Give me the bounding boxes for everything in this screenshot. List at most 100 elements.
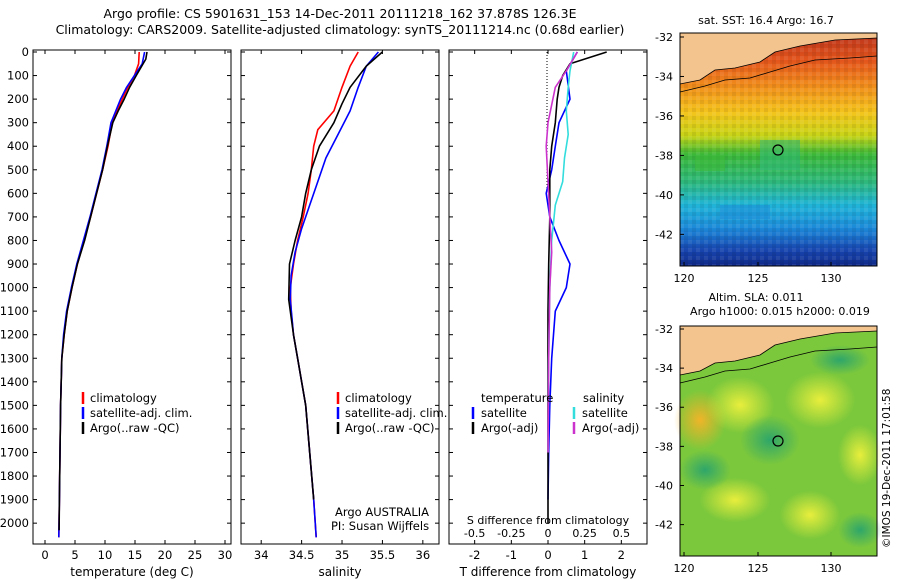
map-lat-label: -40 bbox=[655, 479, 673, 492]
x-tick-label: -1 bbox=[506, 548, 517, 562]
s-diff-tick-label: -0.5 bbox=[464, 527, 485, 540]
map-lon-label: 130 bbox=[821, 562, 842, 575]
depth-contour bbox=[679, 55, 878, 93]
map-lat-label: -34 bbox=[655, 362, 673, 375]
map-lon-label: 120 bbox=[674, 562, 695, 575]
depth-tick-label: 1900 bbox=[0, 493, 29, 507]
sla-anomaly bbox=[810, 345, 870, 375]
sst-map-axes: -32 -34 -36 -38 -40 -42 120 125 130 bbox=[655, 31, 841, 285]
sla-map-axes: -32 -34 -36 -38 -40 -42 120 125 130 bbox=[655, 323, 841, 575]
temperature-axis-label: temperature (deg C) bbox=[70, 565, 193, 579]
x-tick-label: 30 bbox=[218, 548, 233, 562]
argo-location-marker bbox=[772, 435, 784, 447]
coastline bbox=[679, 37, 878, 85]
s-diff-tick-label: 0 bbox=[545, 527, 552, 540]
depth-tick-label: 200 bbox=[7, 92, 29, 106]
depth-tick-label: 1100 bbox=[0, 304, 29, 318]
temperature-ticks: 0 5 10 15 20 25 30 bbox=[41, 50, 232, 562]
depth-tick-label: 1800 bbox=[0, 469, 29, 483]
depth-tick-label: 0 bbox=[22, 45, 29, 59]
x-tick-label: 20 bbox=[158, 548, 173, 562]
sst-patch bbox=[720, 205, 770, 219]
argo-line bbox=[58, 51, 148, 531]
figure-title: Argo profile: CS 5901631_153 14-Dec-2011… bbox=[103, 6, 577, 21]
depth-tick-label: 400 bbox=[7, 139, 29, 153]
temperature-series bbox=[58, 51, 148, 538]
sla-anomaly bbox=[780, 491, 840, 539]
legend-label-s-satellite: satellite bbox=[582, 406, 628, 420]
temperature-legend: climatology satellite-adj. clim. Argo(..… bbox=[81, 391, 192, 435]
legend-label-argo: Argo(..raw -QC) bbox=[90, 421, 180, 435]
salinity-axis-label: salinity bbox=[318, 565, 361, 579]
salinity-ticks: 34 34.5 35 35.5 36 bbox=[254, 50, 430, 562]
difference-series bbox=[545, 51, 607, 524]
s-argo-diff-line bbox=[545, 51, 578, 453]
depth-tick-label: 100 bbox=[7, 69, 29, 83]
legend-label-climatology: climatology bbox=[345, 391, 412, 405]
map-lon-label: 130 bbox=[821, 272, 842, 285]
pi-annotation: PI: Susan Wijffels bbox=[331, 519, 429, 533]
s-difference-ticks: -0.5 -0.25 0 0.25 0.5 bbox=[464, 527, 630, 540]
depth-tick-label: 1000 bbox=[0, 281, 29, 295]
x-tick-label: 1 bbox=[581, 548, 588, 562]
x-tick-label: 35 bbox=[335, 548, 350, 562]
sla-map-title-line2: Argo h1000: 0.015 h2000: 0.019 bbox=[690, 305, 870, 318]
depth-tick-label: 2000 bbox=[0, 516, 29, 530]
map-lon-label: 120 bbox=[674, 272, 695, 285]
x-tick-label: 25 bbox=[188, 548, 203, 562]
depth-tick-label: 1200 bbox=[0, 328, 29, 342]
map-lat-label: -40 bbox=[655, 189, 673, 202]
legend-title-temperature: temperature bbox=[481, 391, 553, 405]
x-tick-label: 34 bbox=[254, 548, 269, 562]
t-satellite-diff-line bbox=[545, 51, 578, 500]
x-tick-label: 10 bbox=[98, 548, 113, 562]
depth-tick-label: 500 bbox=[7, 163, 29, 177]
sla-map-title-line1: Altim. SLA: 0.011 bbox=[708, 291, 803, 304]
float-program-annotation: Argo AUSTRALIA bbox=[335, 505, 429, 519]
sla-anomaly bbox=[679, 450, 731, 490]
sst-map-title: sat. SST: 16.4 Argo: 16.7 bbox=[698, 14, 834, 27]
depth-tick-label: 1300 bbox=[0, 351, 29, 365]
map-lat-label: -42 bbox=[655, 228, 673, 241]
depth-tick-label: 800 bbox=[7, 233, 29, 247]
x-tick-label: 35.5 bbox=[370, 548, 396, 562]
x-tick-label: 5 bbox=[71, 548, 78, 562]
legend-label-t-satellite: satellite bbox=[481, 406, 527, 420]
map-lon-label: 125 bbox=[748, 562, 769, 575]
sst-map: sat. SST: 16.4 Argo: 16.7 bbox=[679, 14, 878, 267]
map-lat-label: -36 bbox=[655, 401, 673, 414]
sst-patch bbox=[695, 155, 725, 171]
coastline bbox=[679, 330, 878, 376]
sla-map: Altim. SLA: 0.011 Argo h1000: 0.015 h200… bbox=[674, 291, 882, 557]
t-difference-ticks: -2 -1 0 1 2 bbox=[469, 50, 625, 562]
map-lon-label: 125 bbox=[748, 272, 769, 285]
legend-title-salinity: salinity bbox=[583, 391, 624, 405]
land-australia bbox=[680, 326, 877, 375]
map-lat-label: -32 bbox=[655, 323, 673, 336]
land-australia bbox=[680, 33, 877, 84]
depth-axis: 0 100 200 300 400 500 600 700 800 900 1000 1100 1200… bbox=[0, 45, 647, 530]
x-tick-label: 15 bbox=[128, 548, 143, 562]
sla-anomaly bbox=[740, 415, 800, 465]
argo-line bbox=[287, 51, 383, 500]
imos-credit: ©IMOS 19-Dec-2011 17:01:58 bbox=[881, 389, 893, 548]
difference-legend: temperature salinity satellite Argo(-adj… bbox=[471, 391, 639, 435]
t-difference-axis-label: T difference from climatology bbox=[459, 565, 637, 579]
legend-label-satellite: satellite-adj. clim. bbox=[345, 406, 447, 420]
salinity-panel bbox=[240, 49, 440, 545]
depth-tick-label: 300 bbox=[7, 116, 29, 130]
sla-anomaly bbox=[785, 372, 855, 428]
legend-label-t-argo: Argo(-adj) bbox=[481, 421, 538, 435]
temperature-panel bbox=[32, 49, 232, 545]
s-diff-tick-label: 0.5 bbox=[613, 527, 631, 540]
sla-anomaly bbox=[838, 425, 882, 485]
map-lat-label: -42 bbox=[655, 519, 673, 532]
depth-tick-label: 900 bbox=[7, 257, 29, 271]
x-tick-label: -2 bbox=[469, 548, 480, 562]
depth-tick-label: 600 bbox=[7, 186, 29, 200]
x-tick-label: 0 bbox=[544, 548, 551, 562]
x-tick-label: 0 bbox=[41, 548, 48, 562]
salinity-series bbox=[287, 51, 383, 538]
x-tick-label: 2 bbox=[618, 548, 625, 562]
depth-tick-label: 1600 bbox=[0, 422, 29, 436]
